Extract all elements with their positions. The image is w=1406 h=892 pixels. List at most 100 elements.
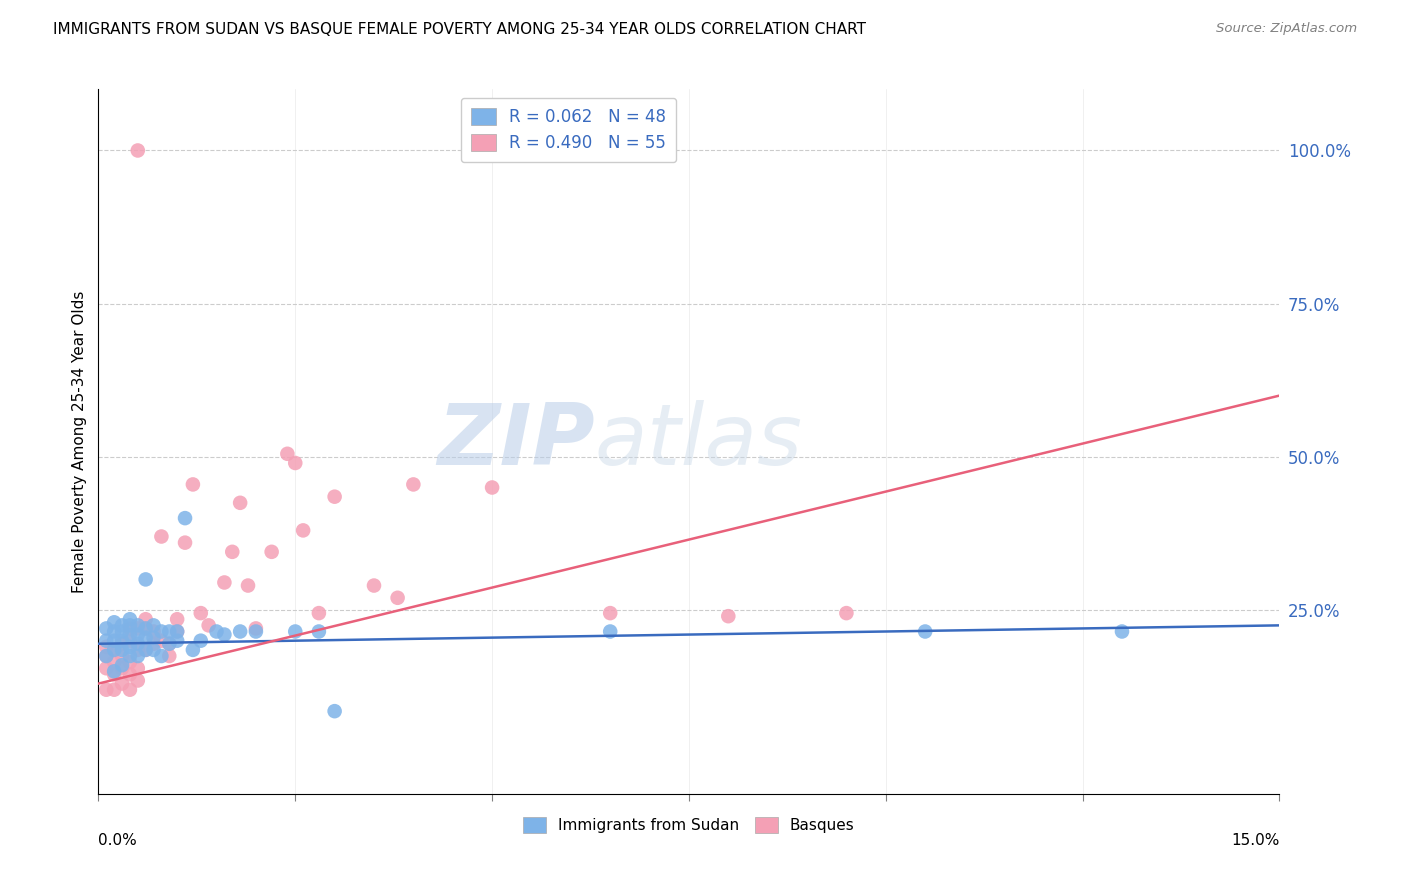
Point (142, 631, 165, 645)
Point (914, 624, 936, 639)
Point (111, 643, 134, 657)
Point (166, 624, 188, 639)
Text: 0.0%: 0.0% (98, 832, 138, 847)
Point (96, 633, 118, 648)
Point (166, 633, 188, 648)
Text: Source: ZipAtlas.com: Source: ZipAtlas.com (1216, 22, 1357, 36)
Point (103, 665, 125, 679)
Point (135, 643, 157, 657)
Point (276, 447, 298, 461)
Point (150, 633, 173, 648)
Point (363, 578, 385, 592)
Point (387, 591, 409, 605)
Point (103, 633, 125, 648)
Point (236, 578, 259, 592)
Point (323, 490, 346, 504)
Point (166, 612, 188, 626)
Point (284, 456, 307, 470)
Point (174, 511, 197, 525)
Point (245, 624, 267, 639)
Point (96, 661, 118, 675)
Point (150, 529, 173, 543)
Point (96, 640, 118, 654)
Point (103, 667, 125, 681)
Point (308, 624, 330, 639)
Point (96, 682, 118, 697)
Point (111, 648, 134, 663)
Point (135, 643, 157, 657)
Point (835, 606, 858, 620)
Point (127, 648, 149, 663)
Point (111, 633, 134, 648)
Point (599, 624, 621, 639)
Point (190, 633, 212, 648)
Point (111, 624, 134, 639)
Point (292, 524, 315, 538)
Point (127, 637, 149, 651)
Point (118, 612, 141, 626)
Point (157, 637, 180, 651)
Point (118, 655, 141, 669)
Point (135, 622, 157, 636)
Point (260, 545, 283, 559)
Point (103, 643, 125, 657)
Point (118, 622, 141, 636)
Point (221, 545, 243, 559)
Point (118, 667, 141, 681)
Point (717, 609, 740, 624)
Point (127, 618, 149, 632)
Point (599, 606, 621, 620)
Point (174, 535, 197, 549)
Point (96, 648, 118, 663)
Point (135, 622, 157, 636)
Point (166, 624, 188, 639)
Point (103, 624, 125, 639)
Point (135, 573, 157, 587)
Point (127, 643, 149, 657)
Point (142, 624, 165, 639)
Point (127, 627, 149, 641)
Legend: Immigrants from Sudan, Basques: Immigrants from Sudan, Basques (517, 811, 860, 839)
Point (118, 627, 141, 641)
Point (135, 631, 157, 645)
Point (157, 648, 180, 663)
Text: atlas: atlas (595, 400, 803, 483)
Point (205, 624, 228, 639)
Point (127, 661, 149, 675)
Point (181, 477, 204, 491)
Text: ZIP: ZIP (437, 400, 595, 483)
Point (1111, 624, 1133, 639)
Point (214, 575, 236, 590)
Point (118, 640, 141, 654)
Point (229, 496, 252, 510)
Point (402, 477, 425, 491)
Point (150, 624, 173, 639)
Point (150, 648, 173, 663)
Text: 15.0%: 15.0% (1232, 832, 1279, 847)
Point (111, 676, 134, 690)
Point (103, 682, 125, 697)
Point (103, 655, 125, 669)
Point (111, 661, 134, 675)
Point (111, 618, 134, 632)
Point (103, 615, 125, 630)
Point (118, 618, 141, 632)
Point (135, 612, 157, 626)
Point (481, 481, 503, 495)
Point (190, 606, 212, 620)
Point (127, 673, 149, 688)
Point (111, 637, 134, 651)
Point (142, 618, 165, 632)
Y-axis label: Female Poverty Among 25-34 Year Olds: Female Poverty Among 25-34 Year Olds (72, 291, 87, 592)
Point (96, 648, 118, 663)
Point (127, 622, 149, 636)
Point (118, 682, 141, 697)
Point (181, 643, 204, 657)
Point (323, 704, 346, 718)
Point (284, 624, 307, 639)
Point (127, 144, 149, 158)
Point (118, 633, 141, 648)
Point (142, 643, 165, 657)
Text: IMMIGRANTS FROM SUDAN VS BASQUE FEMALE POVERTY AMONG 25-34 YEAR OLDS CORRELATION: IMMIGRANTS FROM SUDAN VS BASQUE FEMALE P… (53, 22, 866, 37)
Point (111, 658, 134, 673)
